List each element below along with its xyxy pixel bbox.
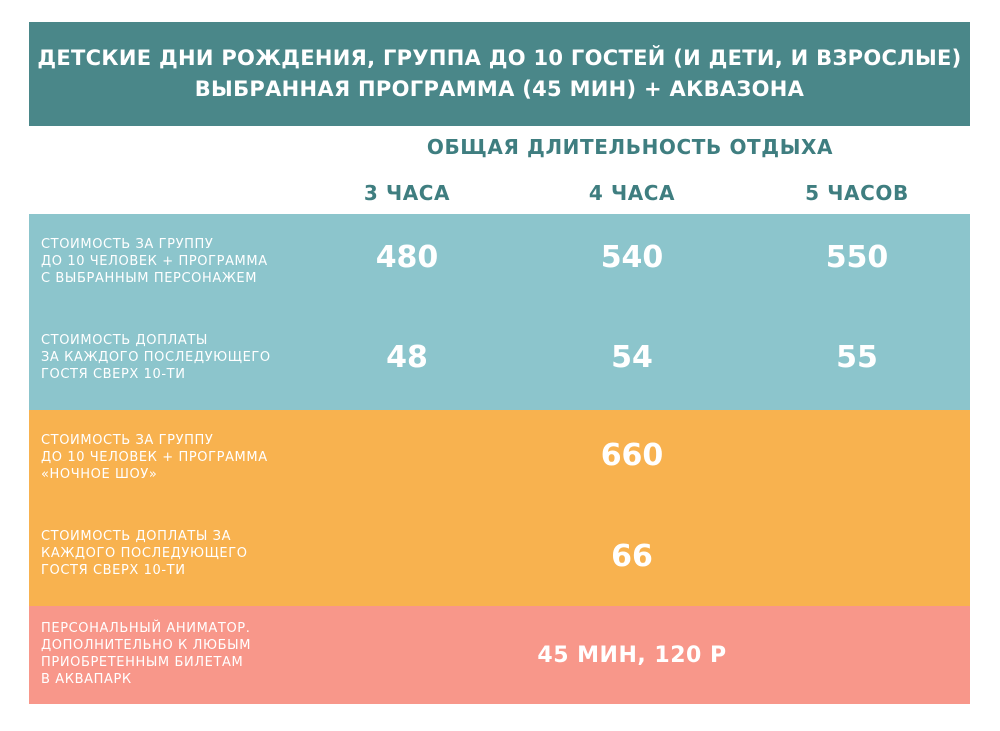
column-header-5h: 5 ЧАСОВ (805, 181, 909, 205)
price-extra-3h: 48 (386, 340, 428, 375)
price-group-3h: 480 (375, 240, 439, 275)
title-line-2: ВЫБРАННАЯ ПРОГРАММА (45 МИН) + АКВАЗОНА (194, 77, 805, 101)
price-group-5h: 550 (825, 240, 889, 275)
standard-program-band (29, 214, 970, 410)
column-header-3h: 3 ЧАСА (363, 181, 451, 205)
title-line-1: ДЕТСКИЕ ДНИ РОЖДЕНИЯ, ГРУППА ДО 10 ГОСТЕ… (37, 46, 962, 70)
row-label-night-show: СТОИМОСТЬ ЗА ГРУППУ ДО 10 ЧЕЛОВЕК + ПРОГ… (41, 433, 268, 482)
column-header-4h: 4 ЧАСА (588, 181, 676, 205)
row-label-animator: ПЕРСОНАЛЬНЫЙ АНИМАТОР. ДОПОЛНИТЕЛЬНО К Л… (41, 621, 252, 687)
row-label-group-price: СТОИМОСТЬ ЗА ГРУППУ ДО 10 ЧЕЛОВЕК + ПРОГ… (41, 237, 268, 286)
price-night-extra: 66 (611, 539, 653, 574)
page-title: ДЕТСКИЕ ДНИ РОЖДЕНИЯ, ГРУППА ДО 10 ГОСТЕ… (29, 22, 970, 126)
night-show-band (29, 410, 970, 606)
price-group-4h: 540 (600, 240, 664, 275)
price-animator: 45 МИН, 120 Р (537, 643, 727, 668)
price-extra-4h: 54 (611, 340, 653, 375)
price-extra-5h: 55 (836, 340, 878, 375)
duration-heading: ОБЩАЯ ДЛИТЕЛЬНОСТЬ ОТДЫХА (426, 135, 834, 159)
row-label-extra-guest: СТОИМОСТЬ ДОПЛАТЫ ЗА КАЖДОГО ПОСЛЕДУЮЩЕГ… (41, 333, 271, 382)
row-label-night-extra-guest: СТОИМОСТЬ ДОПЛАТЫ ЗА КАЖДОГО ПОСЛЕДУЮЩЕГ… (41, 529, 248, 578)
price-night-show: 660 (600, 438, 664, 473)
animator-band (29, 606, 970, 704)
